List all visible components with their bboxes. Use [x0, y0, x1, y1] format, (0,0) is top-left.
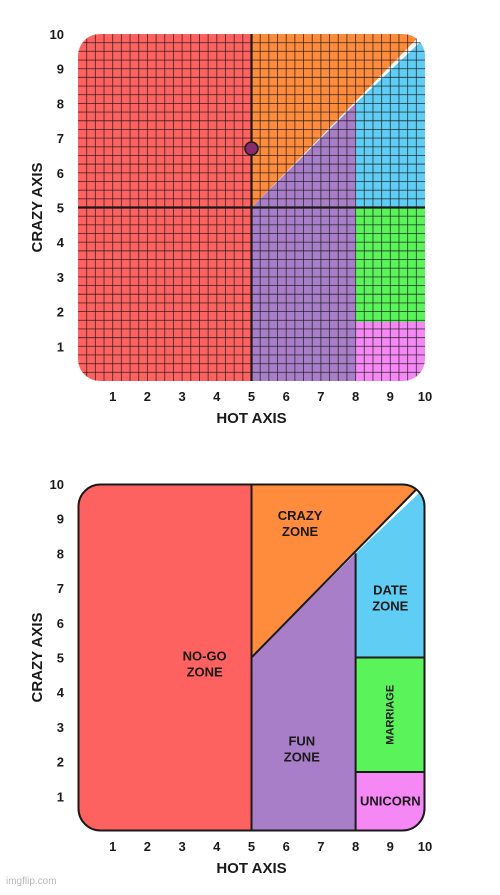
zone-label-marriage: MARRIAGE — [384, 685, 396, 745]
x-tick-label: 4 — [213, 839, 221, 854]
y-tick-label: 3 — [57, 270, 64, 285]
plot-border — [77, 483, 426, 832]
x-tick-label: 5 — [248, 389, 255, 404]
x-tick-label: 10 — [418, 839, 432, 854]
x-tick-label: 3 — [178, 389, 185, 404]
y-tick-label: 1 — [57, 339, 64, 354]
watermark: imgflip.com — [6, 876, 57, 887]
chart-svg: NO-GO ZONE CRAZY ZONE FUN ZONE DATE ZONE MARRIAG… — [29, 477, 432, 877]
y-tick-label: 4 — [57, 235, 65, 250]
y-tick-label: 9 — [57, 62, 64, 77]
zone-label-no-go: NO-GO ZONE — [183, 648, 227, 679]
data-point — [244, 141, 259, 156]
zone-label-crazy: CRAZY ZONE — [278, 508, 323, 539]
y-tick-label: 10 — [50, 477, 64, 492]
y-tick-label: 8 — [57, 546, 64, 561]
zone-no-go — [78, 484, 252, 831]
x-tick-label: 1 — [109, 839, 116, 854]
zone-labeled-chart: NO-GO ZONE CRAZY ZONE FUN ZONE DATE ZONE MARRIAG… — [0, 450, 500, 890]
zone-marriage — [355, 657, 425, 773]
y-axis-label: CRAZY AXIS — [29, 162, 46, 252]
y-tick-label: 8 — [57, 96, 64, 111]
x-tick-label: 2 — [144, 839, 151, 854]
x-tick-label: 3 — [178, 839, 185, 854]
x-tick-label: 8 — [352, 839, 359, 854]
y-tick-label: 3 — [57, 720, 64, 735]
plot-area — [78, 484, 425, 831]
zone-label-unicorn: UNICORN — [360, 794, 421, 809]
x-tick-label: 10 — [418, 389, 432, 404]
x-tick-label: 9 — [387, 389, 394, 404]
x-tick-label: 5 — [248, 839, 255, 854]
x-tick-label: 6 — [283, 839, 290, 854]
zone-grid-chart: 1 2 3 4 5 6 7 8 9 10 1 2 3 4 5 6 7 8 9 10 HOT AXIS CRAZY AXIS — [0, 0, 500, 440]
chart-svg: 1 2 3 4 5 6 7 8 9 10 1 2 3 4 5 6 7 8 9 10 HOT AXIS CRAZY AXIS — [29, 27, 432, 427]
x-axis-label: HOT AXIS — [216, 860, 286, 877]
x-tick-label: 7 — [317, 389, 324, 404]
zone-fun — [251, 553, 356, 831]
y-tick-label: 2 — [57, 305, 64, 320]
y-tick-label: 7 — [57, 581, 64, 596]
y-tick-label: 5 — [57, 201, 64, 216]
zone-date — [355, 487, 425, 658]
zone-border-line — [250, 484, 423, 659]
x-tick-label: 1 — [109, 389, 116, 404]
x-axis-label: HOT AXIS — [216, 410, 286, 427]
x-tick-label: 2 — [144, 389, 151, 404]
y-tick-label: 2 — [57, 755, 64, 770]
x-tick-label: 8 — [352, 389, 359, 404]
y-tick-label: 5 — [57, 651, 64, 666]
y-axis-label: CRAZY AXIS — [29, 612, 46, 702]
x-tick-label: 9 — [387, 839, 394, 854]
y-tick-label: 10 — [50, 27, 64, 42]
zone-label-fun: FUN ZONE — [284, 733, 320, 764]
plot-area — [78, 34, 425, 381]
zone-unicorn — [355, 772, 425, 831]
x-tick-label: 4 — [213, 389, 221, 404]
y-tick-label: 6 — [57, 616, 64, 631]
x-tick-label: 7 — [317, 839, 324, 854]
y-tick-label: 9 — [57, 512, 64, 527]
zone-label-date: DATE ZONE — [372, 583, 408, 614]
y-tick-label: 6 — [57, 166, 64, 181]
y-tick-label: 1 — [57, 789, 64, 804]
x-tick-label: 6 — [283, 389, 290, 404]
y-tick-label: 7 — [57, 131, 64, 146]
y-tick-label: 4 — [57, 685, 65, 700]
